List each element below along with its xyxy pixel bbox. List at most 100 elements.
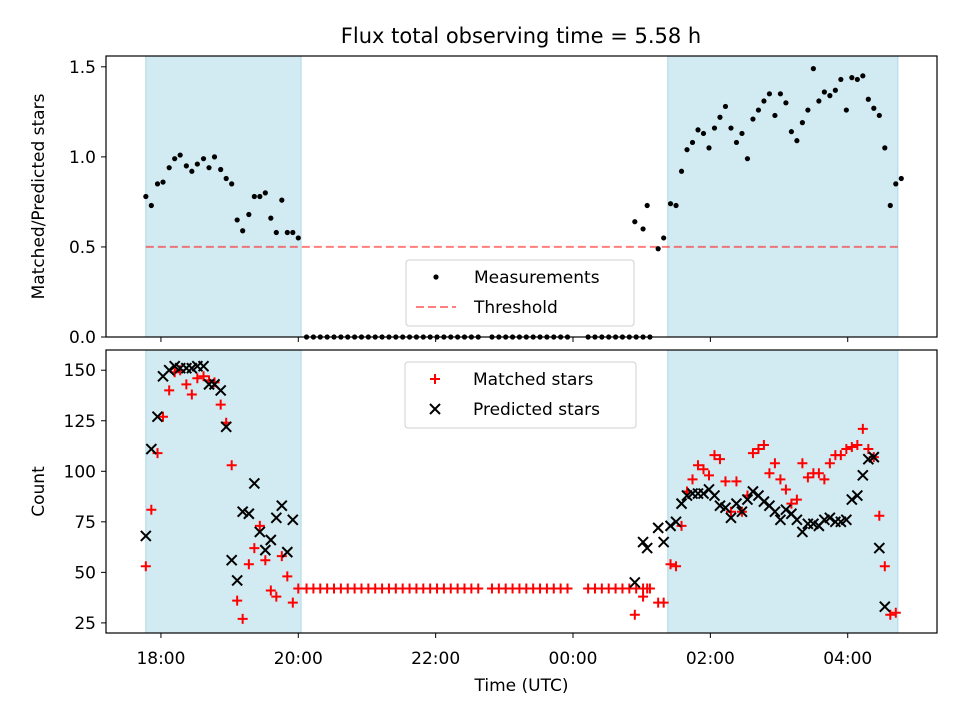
x-tick-label: 04:00 xyxy=(823,649,872,669)
measurement-point xyxy=(717,114,723,120)
predicted-star-point xyxy=(730,497,743,510)
legend-label: Measurements xyxy=(474,268,600,288)
matched-star-point xyxy=(714,454,725,465)
shaded-interval xyxy=(145,349,302,634)
measurement-point xyxy=(262,190,268,196)
matched-star-point xyxy=(232,595,243,606)
matched-star-point xyxy=(186,389,197,400)
matched-star-point xyxy=(802,472,813,483)
matched-star-point xyxy=(629,609,640,620)
predicted-star-point xyxy=(248,477,261,490)
predicted-star-point xyxy=(641,542,653,554)
measurement-point xyxy=(810,66,816,72)
measurement-point xyxy=(838,76,844,83)
matched-star-point xyxy=(198,371,209,382)
legend-label: Predicted stars xyxy=(473,400,600,420)
matched-star-point xyxy=(287,597,298,608)
measurement-point xyxy=(871,105,877,111)
predicted-star-point xyxy=(675,497,688,510)
measurement-point xyxy=(695,127,701,133)
measurement-point xyxy=(166,165,172,171)
matched-star-point xyxy=(237,613,248,624)
measurement-point xyxy=(711,125,718,131)
measurement-point xyxy=(898,175,904,182)
measurement-point xyxy=(788,129,795,135)
bottom-panel: 25 50 75 100 125 150 18:00 20:00 22:00 00:00 02:00… xyxy=(29,349,938,696)
matched-star-point xyxy=(786,498,797,509)
measurement-point xyxy=(183,163,189,169)
measurement-point xyxy=(279,197,285,203)
measurement-point xyxy=(739,130,745,137)
predicted-star-point xyxy=(747,485,759,498)
measurement-point xyxy=(865,96,871,102)
legend-label: Matched stars xyxy=(473,370,593,390)
measurement-point xyxy=(246,211,252,218)
measurement-point xyxy=(728,125,734,131)
measurement-point xyxy=(234,217,240,223)
measurement-point xyxy=(661,235,667,241)
predicted-star-point xyxy=(151,410,164,423)
measurement-point xyxy=(700,130,707,137)
measurement-point xyxy=(189,168,195,174)
measurement-point xyxy=(290,229,296,236)
matched-star-point xyxy=(797,458,808,469)
matched-star-point xyxy=(282,571,293,582)
measurement-point xyxy=(684,147,690,153)
predicted-star-point xyxy=(657,536,670,548)
matched-star-point xyxy=(226,460,237,471)
shaded-interval xyxy=(667,55,899,338)
x-axis-label: Time (UTC) xyxy=(474,676,569,696)
measurement-point xyxy=(689,139,696,146)
predicted-star-point xyxy=(873,542,886,554)
matched-star-point xyxy=(687,474,698,485)
y-tick-label: 0.0 xyxy=(69,328,96,348)
y-tick-label: 1.0 xyxy=(69,148,96,168)
predicted-star-point xyxy=(796,526,809,538)
predicted-star-point xyxy=(637,536,649,548)
y-axis-label: Matched/Predicted stars xyxy=(29,93,49,299)
measurement-point xyxy=(148,202,154,209)
measurement-point xyxy=(143,193,149,200)
predicted-star-point xyxy=(758,495,770,508)
measurement-point xyxy=(273,229,279,236)
matched-star-point xyxy=(835,450,846,461)
predicted-star-point xyxy=(265,534,277,546)
matched-star-point xyxy=(747,448,758,459)
axes-frame xyxy=(105,349,938,634)
measurement-point xyxy=(860,73,866,79)
matched-star-point xyxy=(857,423,868,434)
measurement-point xyxy=(882,145,888,151)
predicted-star-point xyxy=(281,546,294,558)
predicted-star-point xyxy=(780,503,792,516)
matched-star-point xyxy=(758,440,769,451)
matched-star-point xyxy=(693,460,704,471)
predicted-star-point xyxy=(769,506,781,518)
measurement-point xyxy=(194,161,200,167)
y-tick-label: 25 xyxy=(74,614,96,634)
matched-star-point xyxy=(249,543,260,554)
matched-star-point xyxy=(164,385,175,396)
x-tick-label: 18:00 xyxy=(136,649,185,669)
matched-star-point xyxy=(146,504,157,515)
measurement-point xyxy=(816,98,822,104)
predicted-star-point xyxy=(736,506,748,518)
predicted-star-point xyxy=(220,421,232,433)
predicted-star-point xyxy=(840,514,853,526)
predicted-star-point xyxy=(276,499,288,512)
measurement-point xyxy=(733,139,740,146)
measurement-point xyxy=(172,156,178,162)
predicted-star-point xyxy=(741,493,754,506)
measurement-point xyxy=(295,235,301,241)
x-tick-label: 02:00 xyxy=(686,649,735,669)
y-tick-label: 75 xyxy=(74,513,96,533)
measurement-point xyxy=(257,193,263,200)
predicted-star-point xyxy=(629,576,641,589)
predicted-star-point xyxy=(857,469,869,482)
measurement-point xyxy=(177,152,183,158)
measurement-point xyxy=(667,201,674,207)
predicted-star-point xyxy=(197,360,210,372)
predicted-star-point xyxy=(214,384,227,397)
predicted-star-point xyxy=(697,487,710,500)
predicted-star-point xyxy=(145,443,158,455)
